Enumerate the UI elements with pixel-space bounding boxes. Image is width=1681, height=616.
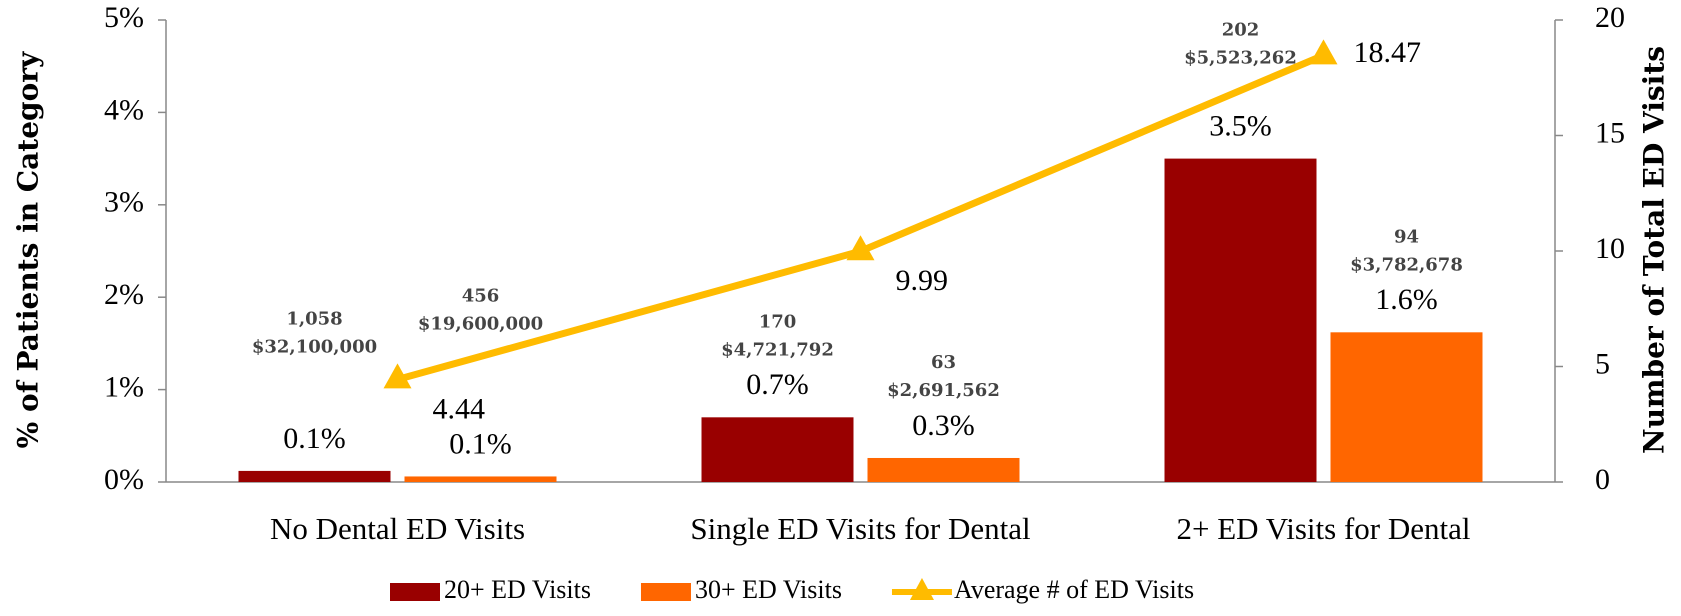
x-tick-label: 2+ ED Visits for Dental: [1176, 511, 1470, 546]
bar: [238, 470, 391, 482]
bar-value-label: 0.1%: [449, 427, 512, 460]
bar: [701, 417, 854, 482]
line-value-label: 9.99: [896, 264, 949, 297]
bar-value-label: 0.1%: [283, 422, 346, 455]
count-annotation: 1,058: [286, 308, 342, 329]
x-tick-label: No Dental ED Visits: [270, 511, 525, 546]
line-value-label: 18.47: [1354, 36, 1422, 69]
y-tick-label: 1%: [104, 370, 144, 403]
count-annotation: 202: [1222, 19, 1260, 40]
y2-tick-label: 15: [1595, 116, 1625, 149]
bar: [404, 476, 557, 482]
cost-annotation: $32,100,000: [252, 336, 377, 357]
y2-axis-title: Number of Total ED Visits: [1638, 46, 1671, 454]
legend-swatch-marker: [909, 578, 934, 600]
legend-swatch: [390, 583, 440, 601]
y2-tick-label: 0: [1595, 463, 1610, 496]
legend-swatch: [640, 583, 691, 601]
y-tick-label: 3%: [104, 186, 144, 219]
count-annotation: 63: [931, 352, 956, 373]
legend-label: 20+ ED Visits: [444, 575, 591, 604]
cost-annotation: $3,782,678: [1350, 254, 1463, 275]
cost-annotation: $2,691,562: [887, 380, 1000, 401]
cost-annotation: $19,600,000: [418, 313, 543, 334]
count-annotation: 170: [759, 311, 797, 332]
x-tick-label: Single ED Visits for Dental: [690, 511, 1030, 546]
bar-value-label: 1.6%: [1375, 283, 1438, 316]
y2-tick-label: 10: [1595, 232, 1625, 265]
cost-annotation: $5,523,262: [1184, 47, 1297, 68]
bar-value-label: 0.7%: [746, 368, 809, 401]
y2-tick-label: 20: [1595, 1, 1625, 34]
line-marker: [846, 235, 875, 261]
y-tick-label: 4%: [104, 93, 144, 126]
y-tick-label: 5%: [104, 1, 144, 34]
y2-tick-label: 5: [1595, 347, 1610, 380]
bar-value-label: 3.5%: [1209, 109, 1272, 142]
cost-annotation: $4,721,792: [721, 339, 834, 360]
count-annotation: 94: [1394, 226, 1419, 247]
bar: [867, 457, 1020, 482]
y-tick-label: 0%: [104, 463, 144, 496]
line-marker: [383, 363, 412, 389]
line-value-label: 4.44: [433, 392, 486, 425]
line-marker: [1309, 39, 1338, 65]
bar: [1164, 158, 1317, 482]
legend-label: Average # of ED Visits: [954, 575, 1194, 604]
bar: [1330, 332, 1483, 482]
bar-value-label: 0.3%: [912, 409, 975, 442]
count-annotation: 456: [462, 285, 500, 306]
y-tick-label: 2%: [104, 278, 144, 311]
legend-label: 30+ ED Visits: [695, 575, 842, 604]
y-axis-title: % of Patients in Category: [12, 51, 45, 448]
